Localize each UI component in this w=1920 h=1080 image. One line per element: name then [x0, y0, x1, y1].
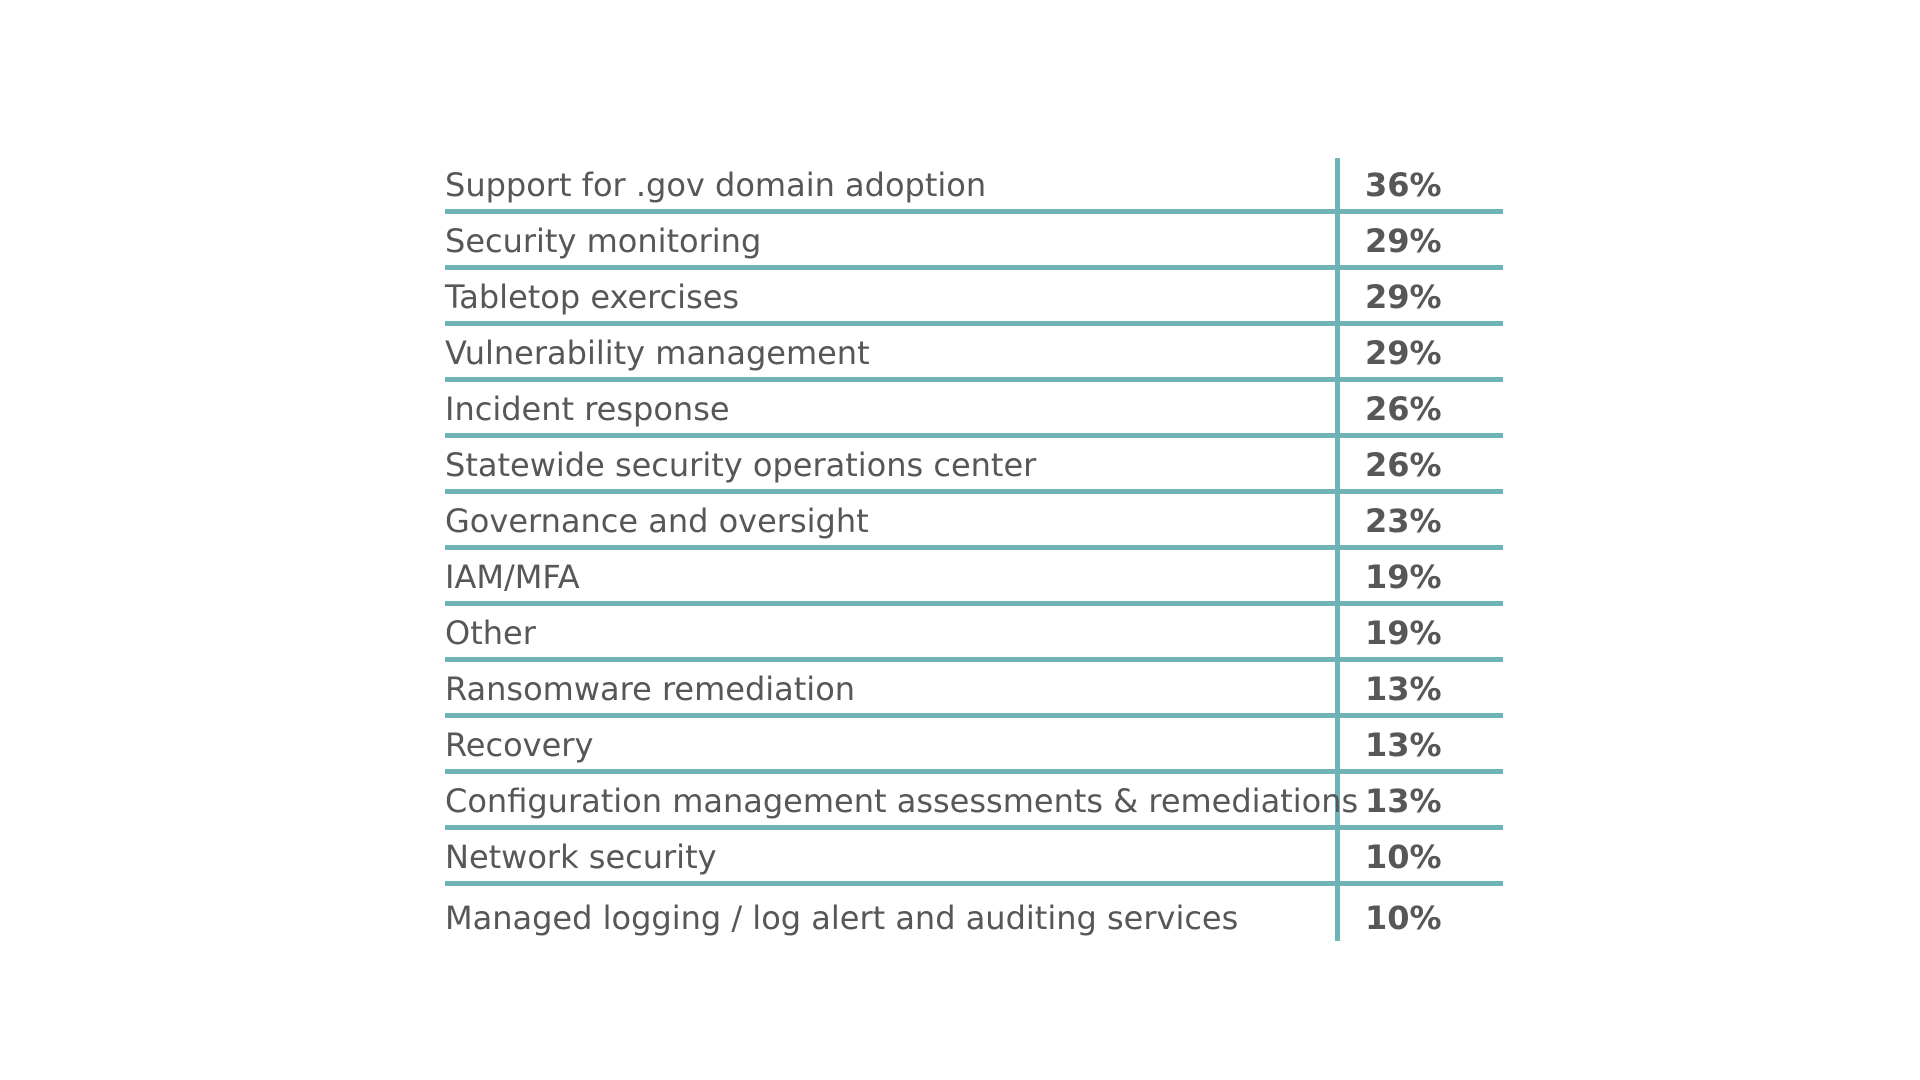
table-row: Network security 10% [445, 830, 1503, 886]
table-row: Statewide security operations center 26% [445, 438, 1503, 494]
row-label: Other [445, 614, 536, 652]
row-value: 10% [1365, 899, 1442, 937]
row-label: Statewide security operations center [445, 446, 1037, 484]
table-row: Governance and oversight 23% [445, 494, 1503, 550]
table-row: Security monitoring 29% [445, 214, 1503, 270]
row-value: 29% [1365, 334, 1442, 372]
row-value: 26% [1365, 390, 1442, 428]
table-row: Vulnerability management 29% [445, 326, 1503, 382]
table-row: IAM/MFA 19% [445, 550, 1503, 606]
table-row: Managed logging / log alert and auditing… [445, 886, 1503, 942]
row-value: 19% [1365, 614, 1442, 652]
row-label: Security monitoring [445, 222, 762, 260]
row-value: 10% [1365, 838, 1442, 876]
row-label: Vulnerability management [445, 334, 870, 372]
row-label: Configuration management assessments & r… [445, 782, 1359, 820]
row-value: 23% [1365, 502, 1442, 540]
row-value: 29% [1365, 222, 1442, 260]
row-value: 29% [1365, 278, 1442, 316]
table-row: Tabletop exercises 29% [445, 270, 1503, 326]
row-label: Support for .gov domain adoption [445, 166, 987, 204]
row-label: Incident response [445, 390, 730, 428]
row-value: 26% [1365, 446, 1442, 484]
table-rows: Support for .gov domain adoption 36% Secur… [445, 158, 1503, 942]
row-label: Recovery [445, 726, 594, 764]
row-value: 13% [1365, 782, 1442, 820]
row-value: 36% [1365, 166, 1442, 204]
row-value: 13% [1365, 670, 1442, 708]
row-label: IAM/MFA [445, 558, 580, 596]
row-label: Tabletop exercises [445, 278, 740, 316]
table-row: Ransomware remediation 13% [445, 662, 1503, 718]
table-row: Incident response 26% [445, 382, 1503, 438]
table-row: Recovery 13% [445, 718, 1503, 774]
row-value: 19% [1365, 558, 1442, 596]
row-label: Managed logging / log alert and auditing… [445, 899, 1239, 937]
row-label: Governance and oversight [445, 502, 869, 540]
row-label: Network security [445, 838, 717, 876]
row-label: Ransomware remediation [445, 670, 856, 708]
row-value: 13% [1365, 726, 1442, 764]
priority-table: Support for .gov domain adoption 36% Secur… [445, 158, 1503, 942]
table-row: Support for .gov domain adoption 36% [445, 158, 1503, 214]
table-row: Other 19% [445, 606, 1503, 662]
table-row: Configuration management assessments & r… [445, 774, 1503, 830]
